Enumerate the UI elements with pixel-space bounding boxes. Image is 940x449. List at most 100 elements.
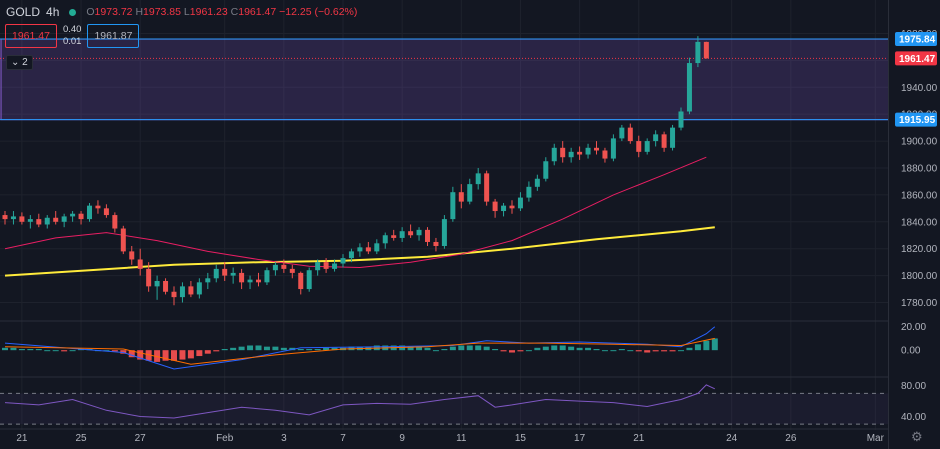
time-tick-label: 25	[75, 433, 87, 444]
macd-histogram-bar	[703, 340, 710, 351]
macd-histogram-bar	[247, 345, 254, 351]
macd-histogram-bar	[10, 347, 17, 351]
candle	[425, 227, 430, 247]
candle-body	[391, 235, 397, 238]
macd-histogram-bar	[213, 350, 220, 352]
candle-body	[627, 127, 633, 142]
candle-body	[70, 213, 76, 217]
high-value: 1973.85	[143, 6, 181, 18]
buy-button[interactable]: 1961.87	[87, 24, 140, 48]
macd-histogram-bar	[475, 345, 482, 351]
candle	[188, 280, 194, 298]
candle	[636, 135, 642, 158]
candle-body	[196, 282, 202, 295]
candle-body	[585, 147, 591, 155]
macd-histogram-bar	[154, 350, 161, 362]
macd-histogram-bar	[145, 350, 152, 361]
price-badge[interactable]	[895, 51, 937, 66]
candle	[695, 36, 701, 68]
low-value: 1961.23	[189, 6, 228, 18]
candle-body	[36, 219, 42, 225]
macd-histogram-bar	[458, 345, 465, 351]
candle	[433, 237, 439, 252]
sell-button[interactable]: 1961.47	[5, 24, 57, 48]
macd-histogram-bar	[44, 350, 51, 352]
price-tick-label: 1900.00	[901, 137, 938, 148]
candle	[408, 224, 414, 238]
candle	[458, 184, 464, 209]
macd-histogram-bar	[280, 347, 287, 351]
rsi-band	[0, 393, 888, 425]
candle	[416, 227, 422, 241]
candle-body	[399, 231, 405, 238]
time-tick-label: 21	[16, 433, 28, 444]
macd-histogram-bar	[187, 350, 194, 359]
time-axis[interactable]: 21 25 27 Feb 3 7 9 11 15 17 21 24 26 Mar	[16, 433, 884, 444]
candle-body	[644, 141, 650, 152]
macd-histogram-bar	[196, 350, 203, 357]
candle-body	[256, 279, 261, 283]
macd-histogram-bar	[272, 346, 279, 351]
candle-body	[112, 215, 118, 229]
candle-body	[78, 213, 84, 220]
macd-histogram-bar	[517, 350, 524, 352]
price-badge[interactable]	[895, 112, 937, 127]
candle-body	[154, 280, 160, 287]
candle-body	[467, 184, 473, 202]
candle-body	[517, 197, 523, 209]
candle-body	[703, 41, 709, 59]
price-tick-label: 1860.00	[901, 190, 938, 201]
candle	[703, 41, 709, 59]
price-tick-label: 1840.00	[901, 217, 938, 228]
candle	[247, 275, 253, 290]
time-tick-label: 3	[281, 433, 287, 444]
candle-body	[560, 147, 566, 158]
candle	[568, 147, 574, 163]
candle-body	[534, 178, 540, 187]
macd-histogram-bar	[128, 350, 135, 358]
candle-body	[670, 127, 676, 148]
candle-body	[526, 186, 532, 198]
macd-histogram-bar	[483, 346, 490, 351]
candle-body	[264, 270, 270, 283]
rsi-pane[interactable]	[0, 384, 888, 425]
candle	[467, 178, 473, 205]
candle	[450, 186, 456, 222]
indicators-toggle-button[interactable]: ⌄ 2	[6, 55, 33, 70]
candle-body	[137, 259, 143, 269]
rsi-tick-label: 80.00	[901, 381, 926, 392]
price-tick-label: 1780.00	[901, 298, 938, 309]
candle	[602, 147, 608, 163]
ma-fast-line	[4, 156, 707, 269]
close-value: 1961.47	[238, 6, 277, 18]
macd-histogram-bar	[635, 350, 642, 352]
candle-body	[315, 262, 321, 271]
price-badge[interactable]	[895, 32, 937, 47]
macd-pane[interactable]	[2, 326, 718, 370]
spread-bottom: 0.01	[62, 36, 82, 47]
candle-body	[298, 272, 304, 290]
candle-body	[492, 201, 498, 212]
timeframe-label[interactable]: 4h	[46, 5, 60, 19]
symbol-label[interactable]: GOLD	[6, 5, 41, 19]
candle	[112, 212, 118, 233]
rectangle-drawing[interactable]	[0, 38, 893, 121]
candle	[560, 141, 566, 163]
macd-histogram-bar	[449, 346, 456, 351]
zone-rectangle[interactable]	[0, 38, 893, 121]
candle-body	[509, 205, 515, 209]
candle-body	[2, 215, 8, 220]
candle-body	[678, 111, 684, 128]
macd-histogram-bar	[432, 350, 439, 352]
macd-histogram-bar	[568, 346, 575, 351]
macd-histogram-bar	[255, 345, 262, 351]
gear-icon[interactable]: ⚙	[911, 429, 923, 444]
spread-info: 0.40 0.01	[61, 24, 84, 48]
candle	[332, 259, 338, 272]
candle-body	[306, 270, 312, 290]
macd-histogram-bar	[669, 350, 676, 352]
candle-body	[146, 268, 152, 287]
price-axis[interactable]: 1980.001960.001940.001920.001900.001880.…	[889, 0, 940, 449]
candle	[154, 275, 160, 300]
